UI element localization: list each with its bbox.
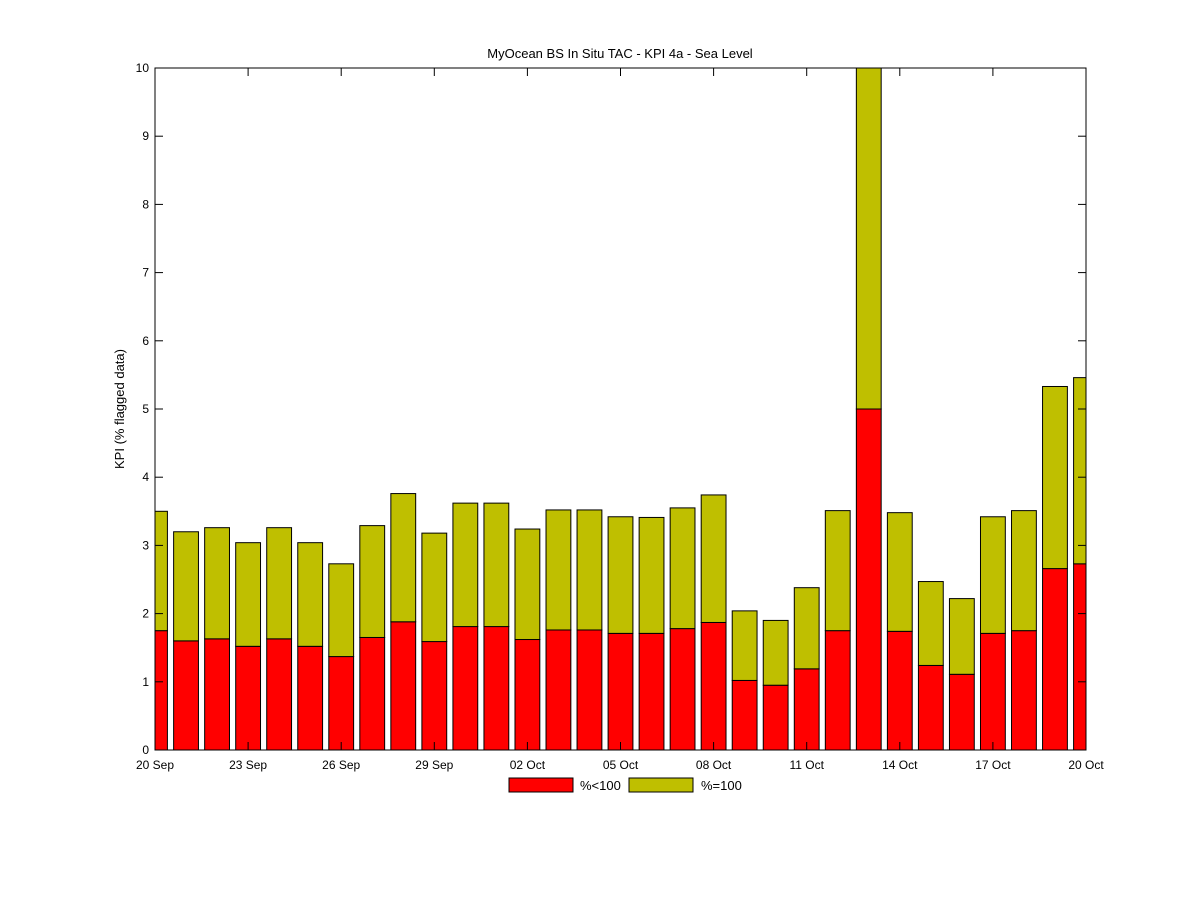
y-tick-label: 10 [136,61,150,75]
ticks-layer: 0 1 2 3 4 5 6 7 8 9 10 20 Sep 23 Sep 26 Sep 29 Sep 02 O… [136,61,1105,772]
bar-lt100-28-sep [390,621,417,751]
bar-lt100-01-oct [483,626,510,751]
bar-lt100-22-sep [204,638,230,751]
bar-lt100-17-oct [979,632,1006,751]
bar-lt100-05-oct [607,632,634,751]
bar-eq100-21-sep [173,531,199,642]
legend-label-series-2: %=100 [701,778,742,793]
legend-swatch-series-2 [628,777,694,793]
bar-lt100-25-sep [297,645,324,751]
bar-eq100-08-oct [700,494,727,623]
bar-eq100-03-oct [545,509,572,631]
bar-eq100-22-sep [204,527,230,640]
bar-eq100-17-oct [979,516,1006,634]
x-tick-label: 08 Oct [696,758,732,772]
chart-title: MyOcean BS In Situ TAC - KPI 4a - Sea Le… [487,46,753,61]
bar-eq100-26-sep [328,563,355,658]
y-tick-label: 9 [142,129,149,143]
x-tick-label: 11 Oct [789,758,824,772]
bar-lt100-26-sep [328,656,355,751]
bar-eq100-24-sep [266,527,293,640]
bar-lt100-08-oct [700,621,727,751]
bar-lt100-16-oct [948,673,975,751]
bar-eq100-04-oct [576,509,603,631]
bar-lt100-02-oct [514,639,541,751]
bar-eq100-23-sep [235,542,262,647]
bar-eq100-06-oct [638,516,665,634]
bar-eq100-05-oct [607,516,634,634]
bar-eq100-30-sep [452,502,479,628]
bar-lt100-12-oct [824,630,851,751]
bars-layer [154,67,1087,751]
bar-eq100-07-oct [669,507,696,630]
bar-lt100-04-oct [576,629,603,751]
bar-lt100-29-sep [421,641,448,751]
bar-lt100-20-oct [1073,563,1087,751]
bar-eq100-25-sep [297,542,324,647]
x-tick-label: 05 Oct [603,758,639,772]
bar-eq100-29-sep [421,532,448,643]
x-tick-label: 26 Sep [322,758,360,772]
x-tick-label: 20 Sep [136,758,174,772]
bar-eq100-09-oct [731,610,758,681]
y-tick-label: 6 [142,334,149,348]
bar-lt100-15-oct [917,664,944,751]
bar-lt100-19-oct [1042,568,1068,751]
y-tick-label: 2 [142,607,149,621]
bar-eq100-18-oct [1011,510,1037,632]
x-tick-label: 29 Sep [415,758,453,772]
bar-lt100-20-sep [154,630,168,751]
plot-frame [154,67,1087,751]
bar-eq100-16-oct [948,598,975,675]
bar-lt100-06-oct [638,632,665,751]
bar-eq100-20-oct [1073,377,1087,565]
x-tick-label: 02 Oct [510,758,546,772]
bar-eq100-19-oct [1042,385,1068,570]
y-tick-label: 8 [142,197,149,211]
bar-lt100-23-sep [235,645,262,751]
bar-lt100-13-oct [855,408,882,751]
y-tick-label: 3 [142,538,149,552]
bar-lt100-27-sep [359,636,386,751]
bar-lt100-10-oct [762,684,789,751]
bar-lt100-11-oct [793,668,820,751]
bar-eq100-27-sep [359,525,386,638]
bar-eq100-11-oct [793,587,820,670]
bar-lt100-24-sep [266,638,293,751]
legend-label-series-1: %<100 [580,778,621,793]
x-tick-label: 23 Sep [229,758,267,772]
bar-eq100-14-oct [886,512,913,632]
bar-lt100-21-sep [173,640,199,751]
bar-lt100-07-oct [669,628,696,751]
bar-lt100-18-oct [1011,630,1037,751]
bar-eq100-01-oct [483,502,510,628]
bar-eq100-28-sep [390,493,417,623]
y-axis-label: KPI (% flagged data) [112,349,127,469]
bar-eq100-10-oct [762,619,789,686]
bar-lt100-14-oct [886,630,913,751]
bar-eq100-12-oct [824,510,851,632]
y-tick-label: 4 [142,470,149,484]
bar-eq100-02-oct [514,528,541,641]
bar-lt100-30-sep [452,626,479,751]
bar-eq100-15-oct [917,581,944,666]
x-tick-label: 14 Oct [882,758,918,772]
y-tick-label: 5 [142,402,149,416]
bar-eq100-13-oct [855,67,882,410]
y-tick-label: 0 [142,743,149,757]
x-tick-label: 20 Oct [1068,758,1104,772]
y-tick-label: 1 [142,675,149,689]
bar-eq100-20-sep [154,510,168,632]
legend: %<100 %=100 [508,777,742,793]
x-tick-label: 17 Oct [975,758,1011,772]
bar-lt100-09-oct [731,679,758,751]
legend-swatch-series-1 [508,777,574,793]
y-tick-label: 7 [142,266,149,280]
bar-lt100-03-oct [545,629,572,751]
